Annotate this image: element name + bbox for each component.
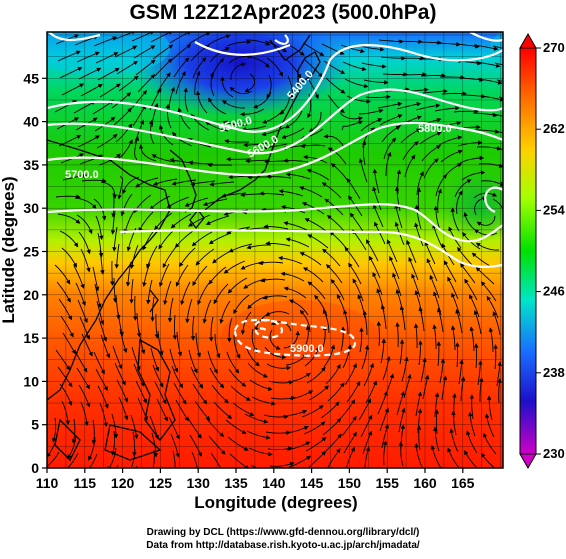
x-tick-label: 130: [187, 475, 211, 491]
wind-arrow: [442, 93, 466, 94]
colorbar-ticks: 270 262 254 246 238 230: [536, 40, 565, 461]
y-tick-label: 20: [23, 287, 39, 303]
colorbar-tick-label: 230: [543, 446, 565, 461]
colorbar-top-arrow: [520, 34, 536, 48]
x-tick-label: 155: [376, 475, 400, 491]
x-tick-label: 140: [262, 475, 286, 491]
y-axis-label: Latitude (degrees): [0, 176, 18, 323]
x-axis-label: Longitude (degrees): [194, 493, 357, 512]
chart-title: GSM 12Z12Apr2023 (500.0hPa): [0, 0, 566, 26]
y-tick-label: 40: [23, 114, 39, 130]
x-tick-label: 150: [338, 475, 362, 491]
y-axis-ticks: 0 5 10 15 20 25 30 35 40 45: [23, 70, 47, 476]
y-tick-label: 45: [23, 70, 39, 86]
y-tick-label: 15: [23, 330, 39, 346]
colorbar-tick-label: 262: [543, 121, 565, 136]
colorbar: 270 262 254 246 238 230: [520, 34, 565, 468]
contour-label: 5900.0: [290, 343, 324, 355]
x-tick-label: 160: [413, 475, 437, 491]
wind-arrow: [421, 76, 445, 77]
credit-drawing: Drawing by DCL (https://www.gfd-dennou.o…: [0, 527, 566, 539]
warm-region: [220, 300, 380, 380]
x-tick-label: 125: [149, 475, 173, 491]
x-axis-ticks: 110 115 120 125 130 135 140 145 150 155 160 165: [36, 468, 475, 491]
wind-arrow: [476, 344, 477, 368]
x-tick-label: 135: [224, 475, 248, 491]
trough-region-east: [440, 167, 520, 243]
colorbar-tick-label: 254: [543, 202, 565, 217]
x-tick-label: 145: [300, 475, 324, 491]
colorbar-scale: [520, 48, 536, 454]
y-tick-label: 25: [23, 244, 39, 260]
x-tick-label: 110: [36, 475, 59, 491]
y-tick-label: 30: [23, 200, 39, 216]
contour-label: 5700.0: [65, 169, 99, 181]
x-tick-label: 120: [111, 475, 135, 491]
cyan-region-west: [30, 20, 170, 76]
x-tick-label: 115: [74, 475, 97, 491]
y-tick-label: 0: [31, 460, 39, 476]
colorbar-tick-label: 270: [543, 40, 565, 55]
colorbar-tick-label: 238: [543, 365, 565, 380]
credit-data: Data from http://database.rish.kyoto-u.a…: [0, 540, 566, 552]
wind-arrow: [212, 470, 215, 493]
colorbar-bottom-arrow: [520, 454, 536, 468]
y-tick-label: 10: [23, 373, 39, 389]
y-tick-label: 5: [31, 417, 39, 433]
y-tick-label: 35: [23, 157, 39, 173]
wind-arrow: [383, 74, 407, 75]
x-tick-label: 165: [451, 475, 475, 491]
contour-label: 5800.0: [418, 123, 452, 135]
colorbar-tick-label: 246: [543, 284, 565, 299]
